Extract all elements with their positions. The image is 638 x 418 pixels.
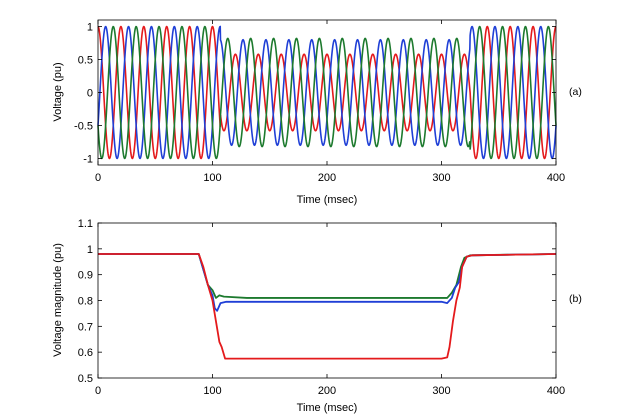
panel-a-ytick-label: 0.5 bbox=[78, 55, 93, 67]
panel-a-xlabel: Time (msec) bbox=[297, 194, 358, 206]
panel-b-xtick-label: 0 bbox=[95, 385, 101, 397]
panel-b-ytick-label: 0.8 bbox=[78, 296, 93, 308]
panel-a-xtick-label: 100 bbox=[203, 172, 221, 184]
panel-b-ytick-label: 0.9 bbox=[78, 270, 93, 282]
panel-a-xtick-label: 200 bbox=[318, 172, 336, 184]
panel-a-ytick-label: -0.5 bbox=[74, 120, 93, 132]
panel-a-ylabel: Voltage (pu) bbox=[52, 62, 64, 121]
panel-a-ytick-label: 1 bbox=[87, 22, 93, 34]
panel-a-series-line-3 bbox=[97, 25, 557, 160]
panel-a-xtick-label: 300 bbox=[432, 172, 450, 184]
panel-b-tag: (b) bbox=[569, 293, 582, 305]
panel-b-xtick-label: 300 bbox=[432, 385, 450, 397]
panel-a-ytick-label: 0 bbox=[87, 88, 93, 100]
panel-a-ytick-label: -1 bbox=[83, 153, 93, 165]
panel-b-xtick-label: 400 bbox=[547, 385, 565, 397]
panel-b-ytick-label: 0.5 bbox=[78, 373, 93, 385]
panel-b-voltage-magnitude: 0 100 200 300 400 0.5 0.6 0.7 0.8 0.9 1 1.1 Time (m… bbox=[52, 218, 582, 414]
panel-b-series-line-3 bbox=[98, 253, 557, 360]
panel-a-voltage-waveforms: 0 100 200 300 400 -1 -0.5 0 0.5 1 Time (msec) Vol… bbox=[52, 19, 582, 206]
panel-b-ytick-label: 1.1 bbox=[78, 218, 93, 230]
panel-a-axes: 0 100 200 300 400 -1 -0.5 0 0.5 1 bbox=[74, 19, 565, 184]
panel-b-ytick-label: 1 bbox=[87, 244, 93, 256]
panel-b-ytick-label: 0.7 bbox=[78, 321, 93, 333]
panel-a-traces bbox=[97, 25, 557, 160]
panel-b-xtick-label: 200 bbox=[318, 385, 336, 397]
panel-b-ylabel: Voltage magnitude (pu) bbox=[52, 243, 64, 357]
panel-b-xtick-label: 100 bbox=[203, 385, 221, 397]
panel-a-xtick-label: 0 bbox=[95, 172, 101, 184]
panel-b-axes: 0 100 200 300 400 0.5 0.6 0.7 0.8 0.9 1 1.1 bbox=[78, 218, 565, 397]
panel-b-ytick-label: 0.6 bbox=[78, 347, 93, 359]
panel-a-xtick-label: 400 bbox=[547, 172, 565, 184]
panel-b-traces bbox=[98, 253, 557, 360]
panel-b-xlabel: Time (msec) bbox=[297, 402, 358, 414]
panel-a-tag: (a) bbox=[569, 86, 582, 98]
